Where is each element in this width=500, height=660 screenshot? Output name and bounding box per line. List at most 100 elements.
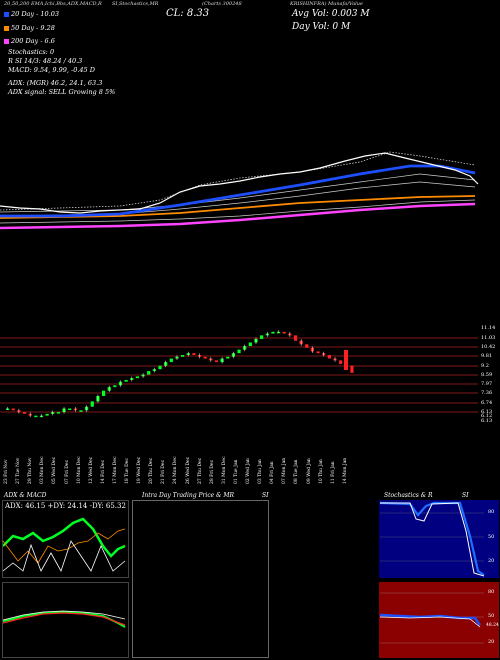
avg-volume: Avg Vol: 0.003 M [292, 9, 370, 19]
intraday-panel [132, 500, 269, 658]
bull-candle [248, 342, 252, 347]
bear-candle [339, 360, 343, 364]
date-tick-label: 12 Wed Dec [88, 456, 94, 484]
adx-panel: ADX: 46.15 +DY: 24.14 -DY: 65.32 [2, 500, 129, 578]
intraday-si-label: SI [262, 492, 269, 499]
macd-signal-line [3, 610, 126, 621]
adx-values: ADX: 46.15 +DY: 24.14 -DY: 65.32 [5, 502, 126, 510]
price-tick-label: 10.42 [481, 344, 496, 350]
price-tick-label: 6.12 [481, 413, 493, 419]
date-tick-label: 20 Thu Dec [149, 457, 155, 484]
last-bear-candle [344, 350, 348, 370]
macd-green-line [3, 610, 126, 628]
ema200-shadow [0, 199, 476, 224]
legend-ema200: 200 Day - 6.6 [4, 37, 55, 45]
bull-candle [68, 408, 72, 411]
date-tick-label: 09 Wed Jan [306, 458, 312, 484]
date-tick-label: 17 Mon Dec [112, 456, 118, 484]
day-volume: Day Vol: 0 M [292, 22, 351, 32]
close-price: CL: 8.33 [166, 8, 210, 19]
date-tick-label: 04 Fri Jan [270, 461, 276, 484]
stoch-tick-80: 80 [488, 509, 495, 515]
bull-candle [79, 410, 83, 412]
header-ticker: KRISHINFRA) Munafa/Value [290, 1, 363, 7]
price-tick-label: 6.13 [481, 409, 493, 415]
header-symbol: (Charts 300248 [202, 1, 242, 7]
date-tick-label: 03 Thu Jan [258, 459, 264, 484]
date-tick-label: 14 Mon Jan [342, 457, 348, 484]
price-tick-label: 9.2 [481, 363, 489, 369]
price-tick-label: 11.03 [481, 335, 496, 341]
date-tick-label: 11 Fri Jan [330, 461, 336, 484]
stoch-k-line [380, 502, 485, 577]
bollinger-upper [0, 151, 476, 211]
bull-candle [45, 413, 49, 416]
bull-candle [90, 401, 94, 407]
date-tick-label: 27 Thu Dec [197, 457, 203, 484]
ema200-swatch-icon [4, 38, 9, 44]
bear-candle [203, 356, 207, 359]
bull-candle [237, 349, 241, 354]
bear-candle [282, 331, 286, 334]
bull-candle [101, 390, 106, 397]
stoch-tick-20: 20 [488, 558, 495, 564]
bull-candle [271, 331, 275, 334]
ema20-band-top [0, 173, 476, 213]
date-tick-label: 21 Fri Dec [161, 459, 167, 484]
date-tick-label: 01 Tue Jan [233, 459, 239, 484]
date-tick-label: 23 Fri Nov [4, 459, 9, 485]
stoch-tick-50: 50 [488, 534, 495, 540]
date-tick-label: 28 Fri Dec [209, 459, 215, 484]
bear-candle [350, 365, 354, 373]
bear-candle [22, 412, 27, 414]
date-tick-label: 03 Mon Dec [40, 456, 46, 484]
price-tick-label: 9.81 [481, 353, 493, 359]
legend-ema50: 50 Day - 9.28 [4, 24, 55, 32]
adx-lines [3, 517, 126, 572]
date-tick-label: 10 Thu Jan [318, 459, 324, 484]
bull-candle [113, 385, 117, 388]
ema20-swatch-icon [4, 11, 9, 17]
stoch-si-label: SI [462, 492, 469, 499]
ema-chart [0, 151, 479, 230]
macd-panel [2, 582, 129, 658]
price-tick-label: 7.97 [481, 381, 493, 387]
price-tick-label: 7.36 [481, 390, 493, 396]
bear-candle [11, 408, 15, 411]
date-tick-label: 29 Thu Nov [28, 457, 34, 484]
price-tick-label: 6.13 [481, 418, 493, 424]
date-tick-label: 18 Tue Dec [125, 458, 130, 484]
bull-candle [124, 379, 128, 382]
date-tick-label: 27 Tue Nov [16, 457, 22, 484]
bear-candle [214, 360, 219, 363]
header-indicators: 20,50,200 EMA,Ichi,Bbs,ADX,MACD,R [4, 1, 102, 7]
date-tick-label: 07 Fri Dec [64, 459, 70, 484]
bull-candle [226, 356, 230, 359]
bear-candle [327, 354, 331, 359]
date-tick-label: 19 Wed Dec [137, 456, 143, 484]
ema200-line [0, 202, 476, 230]
bull-candle [147, 371, 151, 375]
date-tick-label: 26 Wed Dec [185, 456, 191, 484]
price-line [0, 152, 479, 214]
macd-lines [3, 610, 126, 628]
bear-candle [192, 353, 196, 355]
stoch-d-line [380, 501, 485, 576]
adx-line-2: ADX signal: SELL Growing 8 5% [8, 88, 116, 96]
price-tick-label: 6.74 [481, 400, 493, 406]
rsi-value: 48.24 [486, 623, 499, 628]
bull-candle [181, 354, 185, 357]
price-candle-chart [0, 330, 478, 418]
price-tick-label: 8.59 [481, 372, 493, 378]
date-tick-label: 07 Mon Jan [282, 457, 288, 484]
stoch-lines [380, 501, 485, 577]
bull-candle [169, 358, 173, 363]
intraday-panel-title: Intra Day Trading Price & MR [142, 492, 235, 499]
date-tick-label: 14 Fri Dec [100, 459, 106, 484]
date-tick-label: 02 Wed Jan [246, 458, 251, 484]
bear-candle [305, 344, 309, 348]
adx-di-minus-line [3, 517, 126, 558]
adx-line [3, 540, 126, 572]
ema20-line [0, 164, 476, 218]
date-tick-label: 05 Wed Dec [52, 456, 58, 484]
